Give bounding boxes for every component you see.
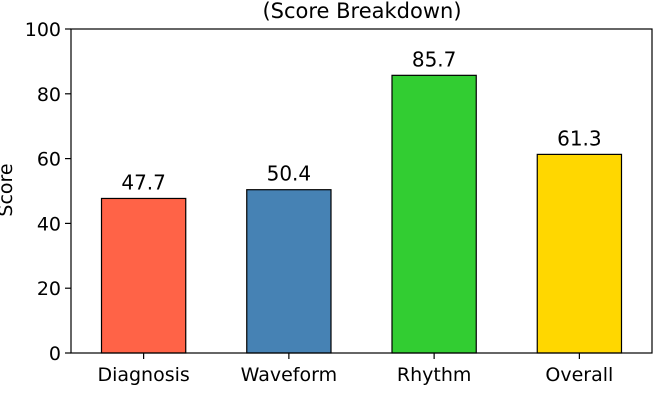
y-tick-label-1: 20	[37, 278, 61, 300]
value-label-diagnosis: 47.7	[121, 170, 166, 194]
x-tick-label-diagnosis: Diagnosis	[97, 364, 189, 386]
bar-waveform	[246, 189, 332, 354]
x-tick-label-rhythm: Rhythm	[397, 364, 472, 386]
value-label-waveform: 50.4	[267, 162, 312, 186]
y-tick-label-2: 40	[37, 213, 61, 235]
y-tick-label-4: 80	[37, 84, 61, 106]
bar-rhythm	[391, 74, 477, 354]
y-tick-label-0: 0	[49, 343, 61, 365]
x-tick-label-overall: Overall	[545, 364, 613, 386]
plot-area: 0 20 40 60 80 100 47.7 Diagnosis 50.4 Waveform 85.…	[25, 19, 623, 386]
y-tick-label-3: 60	[37, 149, 61, 171]
chart-title: (Score Breakdown)	[262, 0, 461, 23]
x-tick-label-waveform: Waveform	[241, 364, 337, 386]
value-label-rhythm: 85.7	[412, 47, 457, 71]
y-tick-label-5: 100	[25, 19, 61, 41]
y-axis-label: Score	[0, 163, 17, 216]
bar-diagnosis	[100, 197, 187, 354]
axes-frame	[70, 28, 653, 354]
value-label-overall: 61.3	[557, 126, 602, 150]
bar-overall	[536, 153, 623, 354]
